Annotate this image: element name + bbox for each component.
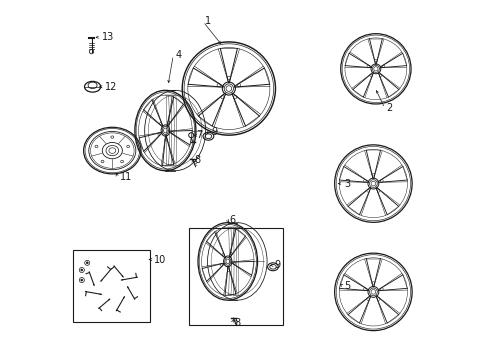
Text: 4: 4	[175, 50, 181, 60]
Text: 13: 13	[101, 32, 114, 42]
Text: 1: 1	[205, 17, 211, 27]
Circle shape	[86, 262, 88, 264]
Text: 6: 6	[229, 215, 235, 225]
Text: 5: 5	[344, 281, 350, 291]
Text: 9: 9	[275, 260, 281, 270]
Circle shape	[81, 279, 83, 281]
Text: 9: 9	[211, 127, 217, 136]
Bar	[73, 250, 150, 321]
Text: 2: 2	[387, 103, 393, 113]
Bar	[190, 228, 283, 325]
Text: 8: 8	[195, 155, 201, 165]
Text: 12: 12	[105, 82, 118, 92]
Text: 11: 11	[120, 172, 132, 183]
Text: 8: 8	[234, 318, 241, 328]
Text: 10: 10	[154, 255, 166, 265]
Text: 3: 3	[344, 179, 351, 189]
Circle shape	[81, 269, 83, 271]
Text: 7: 7	[196, 130, 202, 140]
